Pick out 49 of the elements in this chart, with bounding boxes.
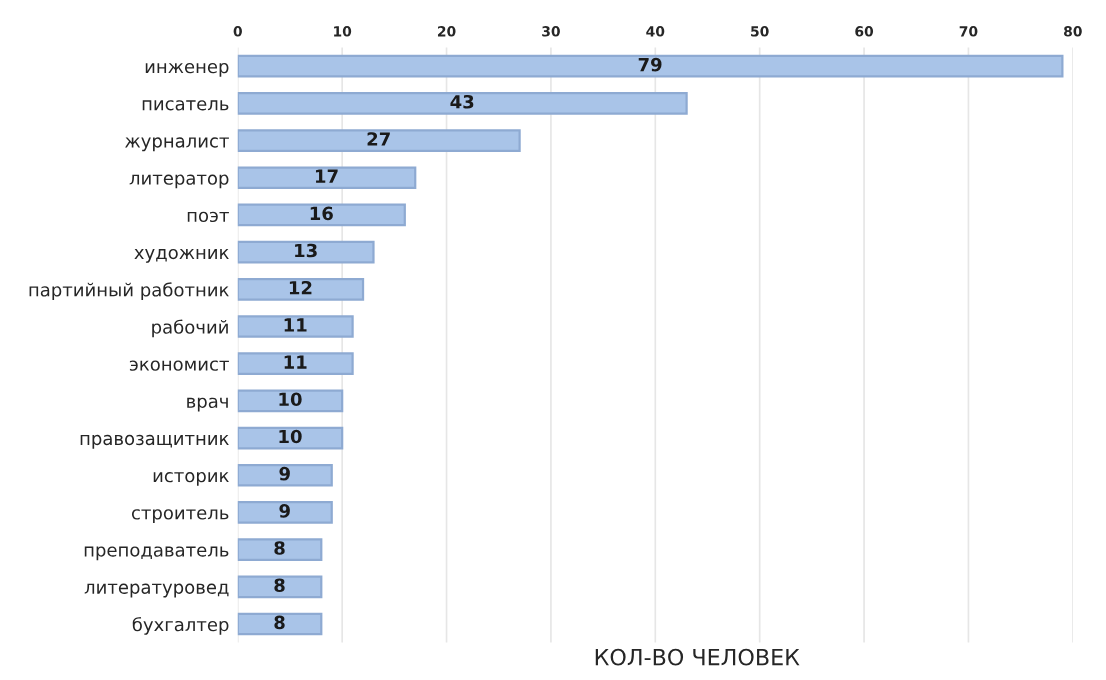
y-tick-label: преподаватель — [84, 546, 229, 561]
bar — [237, 538, 323, 561]
y-tick-label: художник — [134, 248, 229, 263]
bar — [237, 166, 417, 190]
data-label: 43 — [450, 94, 474, 109]
y-tick-label: бухгалтер — [132, 616, 229, 635]
data-label: 10 — [279, 392, 302, 407]
y-tick-label: партийный работник — [29, 282, 229, 301]
y-tick-label: историк — [153, 472, 229, 486]
y-tick-label: литературовед — [84, 583, 229, 598]
data-label: 9 — [279, 504, 290, 518]
bar — [237, 315, 354, 338]
data-label: 8 — [274, 615, 285, 630]
bar — [237, 389, 344, 413]
data-label: 8 — [274, 578, 285, 593]
bar — [237, 240, 375, 264]
bar — [237, 92, 688, 115]
data-label: 10 — [279, 429, 302, 444]
y-tick-label: экономист — [129, 360, 229, 371]
y-tick-label: литератор — [129, 174, 229, 189]
bar — [237, 612, 323, 636]
bar — [237, 575, 323, 599]
y-tick-label: правозащитник — [80, 434, 229, 449]
data-label: 11 — [284, 355, 307, 369]
bar — [237, 129, 521, 152]
y-tick-label: рабочий — [152, 319, 228, 338]
bar — [237, 277, 365, 301]
bar — [237, 501, 333, 524]
y-tick-label: врач — [187, 397, 228, 412]
data-label: 16 — [310, 206, 333, 221]
bar — [237, 463, 333, 487]
y-tick-label: инженер — [145, 62, 229, 77]
y-tick-label: поэт — [187, 211, 229, 223]
data-label: 12 — [289, 280, 312, 295]
bar — [237, 426, 344, 450]
data-label: 17 — [315, 169, 338, 183]
data-label: 27 — [367, 132, 390, 146]
data-label: 13 — [295, 243, 317, 258]
x-axis-title: КОЛ-ВО ЧЕЛОВЕК — [595, 648, 800, 666]
bar — [237, 203, 406, 227]
bar — [237, 352, 354, 376]
y-tick-label: строитель — [131, 509, 229, 524]
y-tick-label: писатель — [142, 100, 229, 111]
data-label: 79 — [638, 57, 662, 72]
data-label: 11 — [284, 318, 307, 332]
data-label: 8 — [274, 541, 285, 555]
data-label: 9 — [279, 466, 290, 481]
y-tick-label: журналист — [125, 137, 229, 152]
bar — [237, 54, 1064, 78]
